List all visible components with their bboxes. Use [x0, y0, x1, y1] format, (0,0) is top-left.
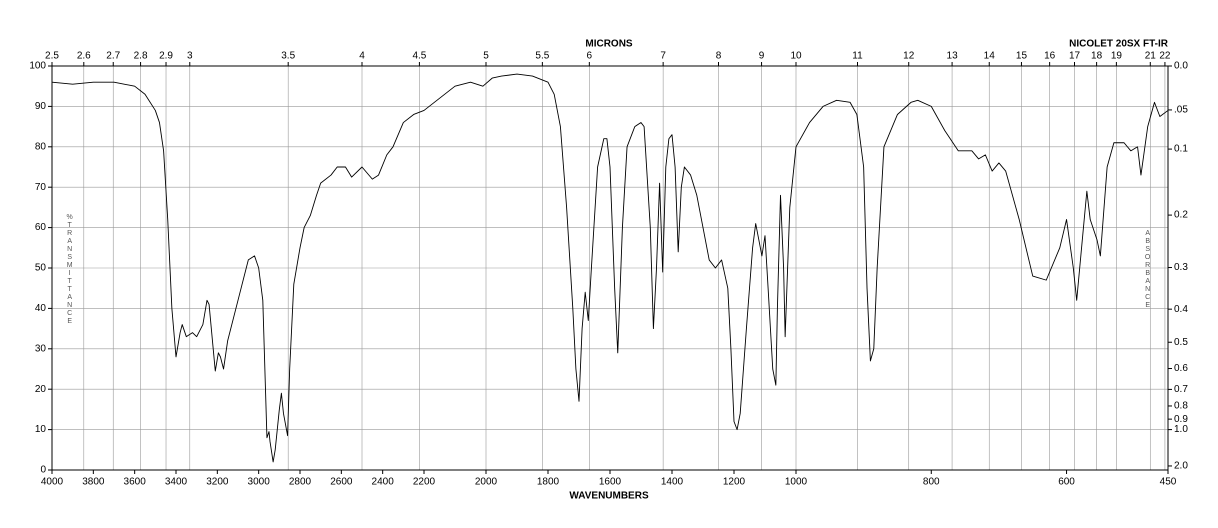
x-tick-label: 2800 — [289, 477, 312, 488]
x-tick-label: 600 — [1058, 477, 1075, 488]
top-tick-label: 10 — [790, 51, 802, 62]
x-tick-label: 3800 — [82, 477, 105, 488]
x-tick-label: 1400 — [661, 477, 684, 488]
plot-frame — [51, 65, 1169, 471]
x-tick-label: 3000 — [248, 477, 271, 488]
top-tick-label: 2.7 — [106, 51, 120, 62]
top-tick-label: 15 — [1016, 51, 1028, 62]
top-tick-label: 2.6 — [77, 51, 91, 62]
y-tick-label: 50 — [35, 263, 47, 274]
x-tick-label: 1000 — [785, 477, 808, 488]
y-tick-label: 70 — [35, 182, 47, 193]
x-tick-label: 1600 — [599, 477, 622, 488]
y2-tick-label: 0.0 — [1174, 61, 1188, 72]
y2-axis-label: ABSORBANCE — [1144, 230, 1151, 310]
y2-tick-label: 2.0 — [1174, 461, 1188, 472]
spectrum-line — [51, 73, 1169, 463]
y2-tick-label: 0.1 — [1174, 144, 1188, 155]
y-tick-label: 80 — [35, 141, 47, 152]
top-tick-label: 12 — [903, 51, 915, 62]
y2-tick-label: 0.7 — [1174, 384, 1188, 395]
y-tick-label: 30 — [35, 343, 47, 354]
x-tick-label: 3600 — [124, 477, 147, 488]
y-tick-label: 0 — [40, 465, 46, 476]
top-axis-label: MICRONS — [585, 39, 633, 50]
y2-tick-label: 0.8 — [1174, 401, 1188, 412]
x-tick-label: 1200 — [723, 477, 746, 488]
x-tick-label: 3400 — [165, 477, 188, 488]
x-tick-label: 2600 — [330, 477, 353, 488]
y2-tick-label: 0.5 — [1174, 337, 1188, 348]
y-axis-label: %TRANSMITTANCE — [66, 214, 73, 326]
top-tick-label: 17 — [1069, 51, 1081, 62]
x-tick-label: 2000 — [475, 477, 498, 488]
top-tick-label: 14 — [984, 51, 996, 62]
top-tick-label: 7 — [660, 51, 666, 62]
top-tick-label: 9 — [759, 51, 765, 62]
chart-title: NICOLET 20SX FT-IR — [1069, 39, 1169, 50]
top-tick-label: 3 — [187, 51, 193, 62]
top-tick-label: 16 — [1044, 51, 1056, 62]
top-tick-label: 13 — [947, 51, 959, 62]
top-tick-label: 6 — [587, 51, 593, 62]
x-tick-label: 450 — [1160, 477, 1177, 488]
y-tick-label: 10 — [35, 424, 47, 435]
top-tick-label: 4.5 — [412, 51, 426, 62]
x-tick-label: 3200 — [206, 477, 229, 488]
y2-tick-label: 0.9 — [1174, 414, 1188, 425]
y-tick-label: 20 — [35, 384, 47, 395]
y2-tick-label: .05 — [1174, 105, 1188, 116]
x-tick-label: 2200 — [413, 477, 436, 488]
top-tick-label: 4 — [359, 51, 365, 62]
x-tick-label: 2400 — [372, 477, 395, 488]
x-tick-label: 1800 — [537, 477, 560, 488]
top-tick-label: 11 — [852, 51, 863, 62]
top-tick-label: 18 — [1091, 51, 1103, 62]
y-tick-label: 60 — [35, 222, 47, 233]
y-tick-label: 100 — [29, 61, 46, 72]
top-tick-label: 19 — [1111, 51, 1123, 62]
top-tick-label: 8 — [716, 51, 722, 62]
top-tick-label: 3.5 — [281, 51, 295, 62]
x-axis-label: WAVENUMBERS — [569, 491, 649, 502]
y2-tick-label: 0.4 — [1174, 304, 1188, 315]
y2-tick-label: 0.2 — [1174, 210, 1188, 221]
top-tick-label: 5.5 — [535, 51, 549, 62]
top-tick-label: 2.8 — [134, 51, 148, 62]
y-tick-label: 40 — [35, 303, 47, 314]
y2-tick-label: 0.3 — [1174, 262, 1188, 273]
top-tick-label: 22 — [1159, 51, 1171, 62]
top-tick-label: 2.9 — [159, 51, 173, 62]
top-tick-label: 21 — [1145, 51, 1157, 62]
y2-tick-label: 0.6 — [1174, 363, 1188, 374]
y2-tick-label: 1.0 — [1174, 424, 1188, 435]
y-tick-label: 90 — [35, 101, 47, 112]
top-tick-label: 5 — [483, 51, 489, 62]
top-tick-label: 2.5 — [45, 51, 59, 62]
x-tick-label: 800 — [923, 477, 940, 488]
x-tick-label: 4000 — [41, 477, 64, 488]
